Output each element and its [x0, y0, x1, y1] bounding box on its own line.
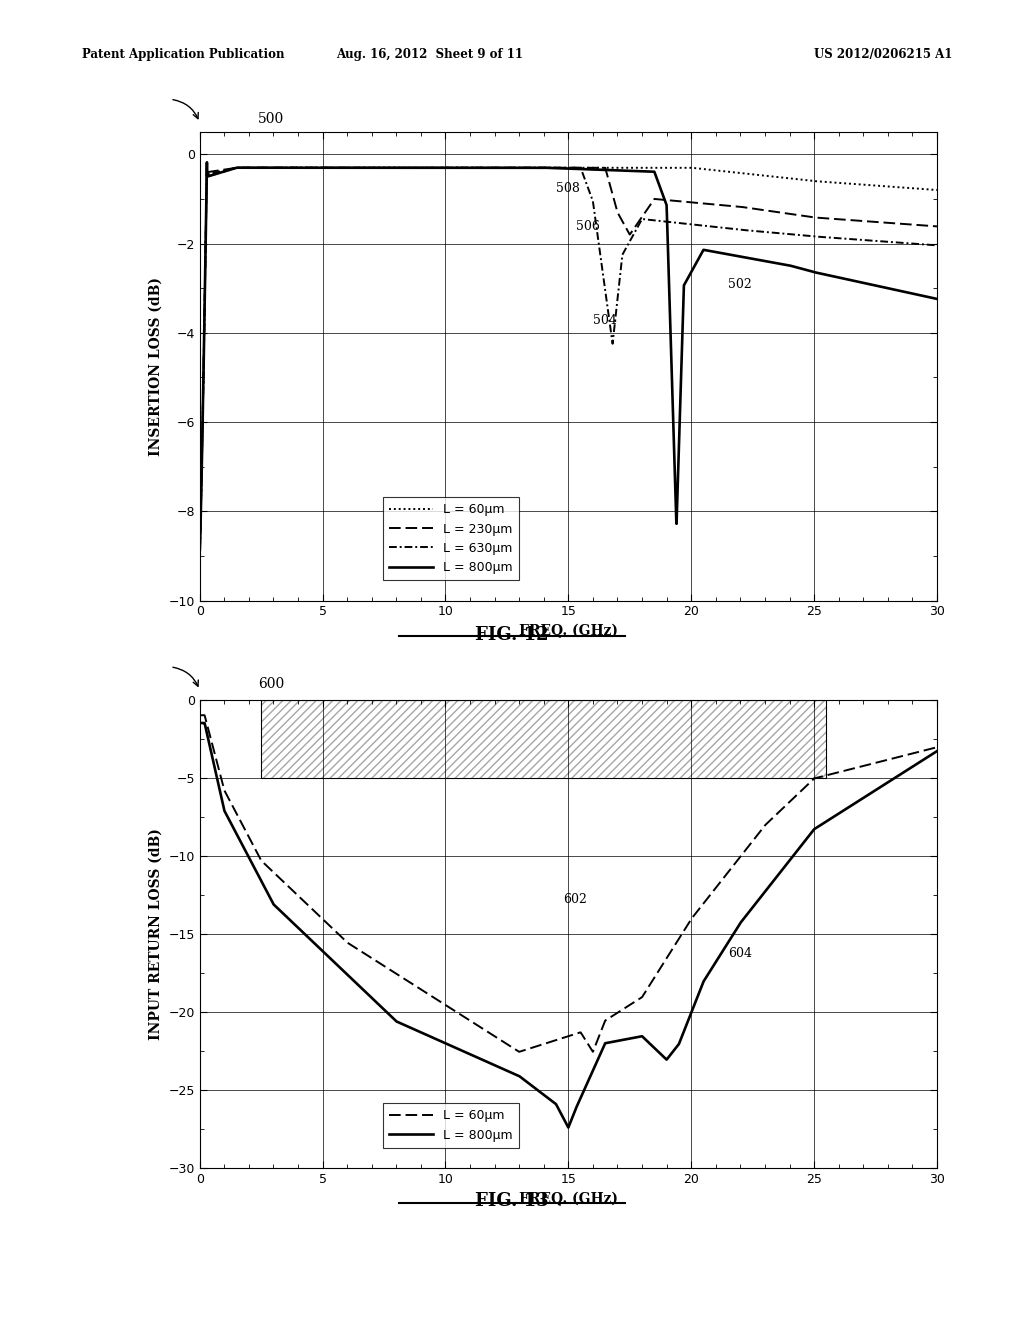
Legend: L = 60μm, L = 230μm, L = 630μm, L = 800μm: L = 60μm, L = 230μm, L = 630μm, L = 800μ…	[383, 498, 519, 581]
Y-axis label: INPUT RETURN LOSS (dB): INPUT RETURN LOSS (dB)	[148, 828, 163, 1040]
X-axis label: FREQ. (GHz): FREQ. (GHz)	[519, 624, 617, 639]
Text: FIG. 13: FIG. 13	[475, 1192, 549, 1210]
Text: Aug. 16, 2012  Sheet 9 of 11: Aug. 16, 2012 Sheet 9 of 11	[337, 48, 523, 61]
Text: 500: 500	[258, 112, 285, 125]
Text: 508: 508	[556, 182, 580, 195]
Bar	[261, 700, 826, 777]
Text: 502: 502	[728, 279, 752, 292]
Legend: L = 60μm, L = 800μm: L = 60μm, L = 800μm	[383, 1104, 519, 1148]
Text: 506: 506	[575, 220, 600, 234]
Text: 600: 600	[258, 677, 285, 690]
Y-axis label: INSERTION LOSS (dB): INSERTION LOSS (dB)	[148, 277, 163, 455]
Text: 604: 604	[728, 948, 752, 961]
X-axis label: FREQ. (GHz): FREQ. (GHz)	[519, 1192, 617, 1206]
Bar	[261, 700, 826, 777]
Text: US 2012/0206215 A1: US 2012/0206215 A1	[814, 48, 952, 61]
Text: FIG. 12: FIG. 12	[475, 626, 549, 644]
Text: Patent Application Publication: Patent Application Publication	[82, 48, 285, 61]
Text: 602: 602	[563, 892, 588, 906]
Text: 504: 504	[593, 314, 616, 327]
